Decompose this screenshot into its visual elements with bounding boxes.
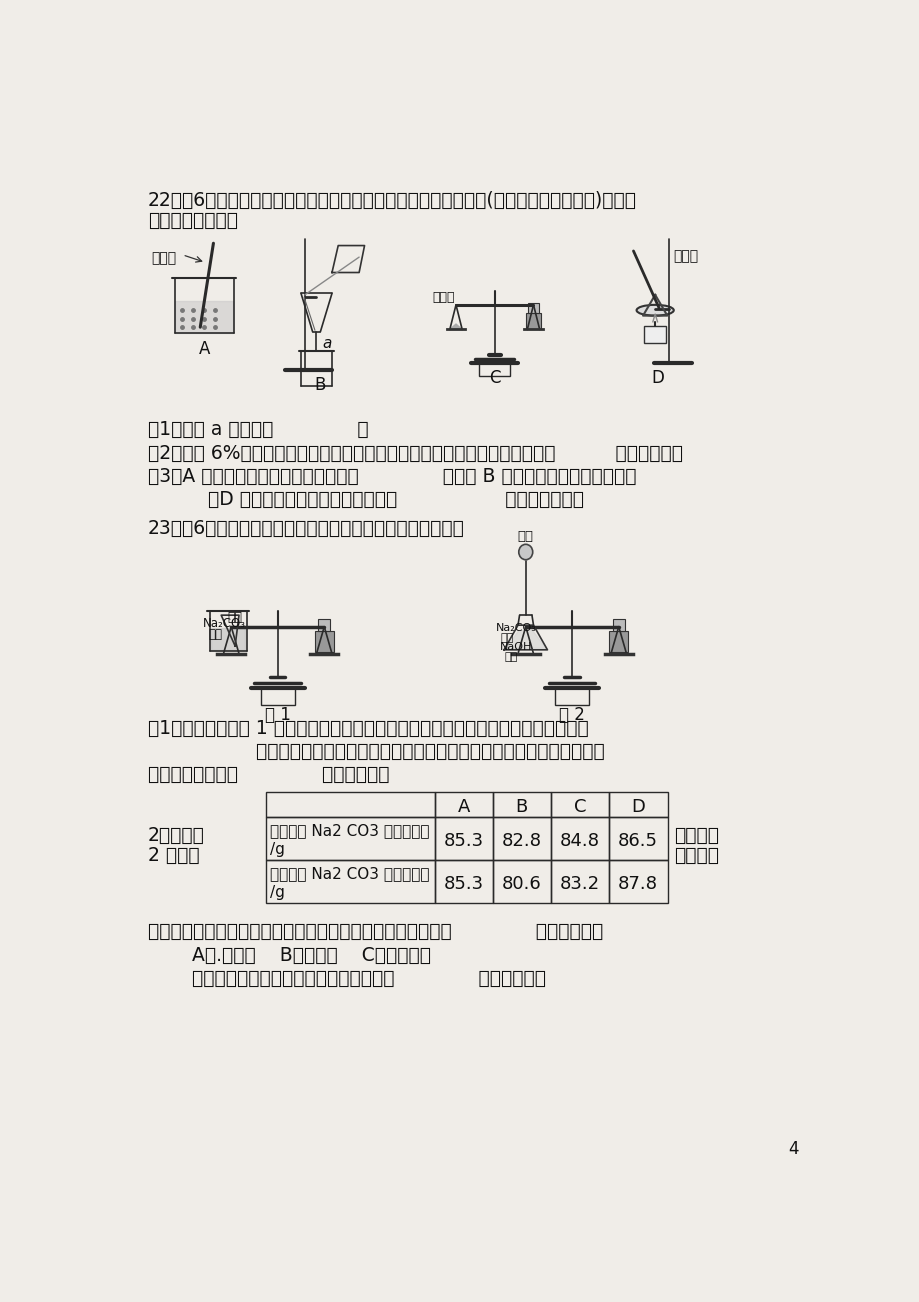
Text: 。D 操作中，当观察到蒸发皿中出现                  时，停止加热。: 。D 操作中，当观察到蒸发皿中出现 时，停止加热。 [147, 490, 583, 509]
Bar [266, 792, 435, 816]
Text: B: B [516, 798, 528, 816]
Text: C: C [489, 368, 500, 387]
Ellipse shape [636, 305, 673, 315]
Text: A．.左盘高    B．右盘高    C．保持平衡: A．.左盘高 B．右盘高 C．保持平衡 [192, 945, 431, 965]
Bar [266, 861, 435, 904]
Text: 83.2: 83.2 [560, 875, 599, 893]
Text: 86.5: 86.5 [618, 832, 657, 850]
Polygon shape [505, 630, 545, 648]
Text: 该实验中通过化学反应新生成了的物质有              （填序号）。: 该实验中通过化学反应新生成了的物质有 （填序号）。 [192, 969, 546, 988]
Text: 85.3: 85.3 [443, 875, 483, 893]
Text: NaOH: NaOH [500, 642, 532, 652]
Bar [314, 630, 334, 652]
Text: A: A [457, 798, 470, 816]
Text: /g: /g [269, 841, 285, 857]
Text: 85.3: 85.3 [443, 832, 483, 850]
Bar [608, 816, 667, 861]
Text: 动中的部分操作。: 动中的部分操作。 [147, 211, 237, 230]
Text: 食盐水: 食盐水 [673, 250, 698, 263]
Text: Na₂CO₃: Na₂CO₃ [203, 617, 246, 630]
Bar [554, 689, 589, 706]
Text: Na₂CO₃: Na₂CO₃ [495, 622, 537, 633]
Text: 氯化钠: 氯化钠 [432, 290, 455, 303]
Text: A: A [199, 340, 210, 358]
Text: /g: /g [269, 884, 285, 900]
Text: （1）同学们先按图 1 的方式实验，将盐酸加到碳酸钠粉末中发生反应的化学方程式为: （1）同学们先按图 1 的方式实验，将盐酸加到碳酸钠粉末中发生反应的化学方程式为 [147, 719, 587, 738]
Text: 问题的两组数据是              （填序号）。: 问题的两组数据是 （填序号）。 [147, 766, 389, 784]
Bar [550, 792, 608, 816]
Bar [435, 816, 493, 861]
Text: 粉末: 粉末 [500, 633, 513, 643]
Bar [266, 816, 435, 861]
Bar [260, 689, 294, 706]
Text: 2）同学们: 2）同学们 [147, 827, 204, 845]
Polygon shape [210, 629, 245, 650]
Text: 87.8: 87.8 [618, 875, 657, 893]
Bar [528, 302, 539, 314]
Text: 23．（6分）某班同学按下图所示的实验探究质量守恒定律。: 23．（6分）某班同学按下图所示的实验探究质量守恒定律。 [147, 519, 464, 538]
Text: a: a [323, 336, 332, 350]
Bar [479, 362, 510, 376]
Text: D: D [651, 368, 664, 387]
Bar [318, 618, 330, 631]
Bar [643, 327, 665, 344]
Text: 80.6: 80.6 [502, 875, 541, 893]
Text: 又按照图: 又按照图 [673, 827, 718, 845]
Text: 玻璃棒: 玻璃棒 [152, 251, 176, 264]
Bar [493, 816, 550, 861]
Text: 84.8: 84.8 [560, 832, 599, 850]
Text: B: B [314, 376, 325, 395]
Ellipse shape [518, 544, 532, 560]
Bar [608, 792, 667, 816]
Text: 图 2: 图 2 [559, 706, 584, 724]
Bar [493, 792, 550, 816]
Bar [608, 630, 628, 652]
Text: 4: 4 [787, 1141, 798, 1159]
Text: （3）A 中玻璃棒搅拌的作用是使氯化钠              。如果 B 中的滤液仍然浑浊，就应该: （3）A 中玻璃棒搅拌的作用是使氯化钠 。如果 B 中的滤液仍然浑浊，就应该 [147, 466, 635, 486]
Bar [435, 861, 493, 904]
Text: 粉末: 粉末 [208, 629, 221, 642]
Bar [612, 618, 624, 631]
Bar [550, 861, 608, 904]
Text: 82.8: 82.8 [502, 832, 541, 850]
Text: C: C [573, 798, 585, 816]
Polygon shape [176, 301, 233, 332]
Text: 溶液: 溶液 [504, 652, 516, 663]
Text: （2）配制 6%的氯化钠溶液和粗盐中难溶性杂质的去除都要用到的实验操作是          （填序号）。: （2）配制 6%的氯化钠溶液和粗盐中难溶性杂质的去除都要用到的实验操作是 （填序… [147, 444, 682, 462]
Text: 盐酸加入 Na2 CO3 粉末后称量: 盐酸加入 Na2 CO3 粉末后称量 [269, 866, 429, 881]
Text: 盐酸加入 Na2 CO3 粉末前称量: 盐酸加入 Na2 CO3 粉末前称量 [269, 823, 429, 838]
Text: 。该实验中，大家进行了两次称量，有四个小组得到下列数据，其中有: 。该实验中，大家进行了两次称量，有四个小组得到下列数据，其中有 [147, 742, 604, 762]
Text: 盐酸: 盐酸 [517, 530, 533, 543]
Bar [525, 312, 540, 329]
Text: 盐酸: 盐酸 [227, 612, 242, 625]
Polygon shape [449, 324, 461, 329]
Bar [550, 816, 608, 861]
Text: 天平平衡后，挤压胶头滴管逐滴滴人盐酸，最终天平的状态是              （填序号）。: 天平平衡后，挤压胶头滴管逐滴滴人盐酸，最终天平的状态是 （填序号）。 [147, 922, 602, 941]
Bar [608, 861, 667, 904]
Text: 22．（6分）以下是氯化钠溶液的配制和粗盐中难溶性杂质的去除(需要计算粗盐的产率)实验活: 22．（6分）以下是氯化钠溶液的配制和粗盐中难溶性杂质的去除(需要计算粗盐的产率… [147, 191, 636, 210]
Text: （1）仪器 a 的名称是              。: （1）仪器 a 的名称是 。 [147, 421, 368, 439]
Bar [493, 861, 550, 904]
Text: 2 的方式: 2 的方式 [147, 846, 199, 865]
Text: 实验，当: 实验，当 [673, 846, 718, 865]
Text: D: D [630, 798, 644, 816]
Bar [435, 792, 493, 816]
Text: 图 1: 图 1 [265, 706, 290, 724]
